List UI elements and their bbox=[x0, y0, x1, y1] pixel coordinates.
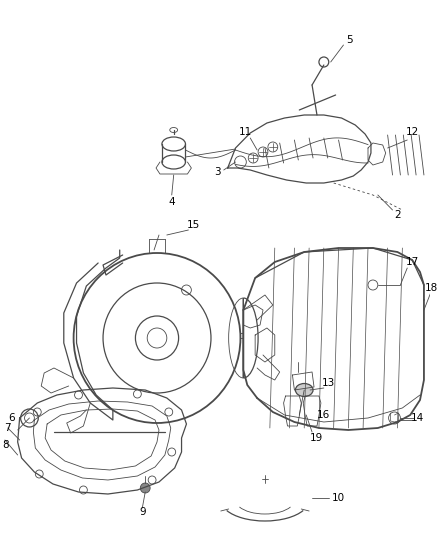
Ellipse shape bbox=[295, 384, 313, 397]
Text: 15: 15 bbox=[187, 220, 200, 230]
Text: 10: 10 bbox=[332, 493, 345, 503]
Text: 4: 4 bbox=[169, 197, 175, 207]
Text: 19: 19 bbox=[309, 433, 323, 443]
Text: 6: 6 bbox=[8, 413, 15, 423]
Text: 2: 2 bbox=[394, 210, 401, 220]
Text: 18: 18 bbox=[425, 283, 438, 293]
Text: 5: 5 bbox=[346, 35, 353, 45]
Text: 9: 9 bbox=[139, 507, 145, 517]
Text: 11: 11 bbox=[239, 127, 252, 137]
Text: 7: 7 bbox=[4, 423, 11, 433]
Text: 16: 16 bbox=[317, 410, 330, 420]
Text: 12: 12 bbox=[406, 127, 419, 137]
Text: 3: 3 bbox=[215, 167, 221, 177]
Text: 13: 13 bbox=[322, 378, 336, 388]
Text: 14: 14 bbox=[410, 413, 424, 423]
Text: 8: 8 bbox=[3, 440, 9, 450]
Circle shape bbox=[140, 483, 150, 493]
Text: 17: 17 bbox=[406, 257, 419, 267]
